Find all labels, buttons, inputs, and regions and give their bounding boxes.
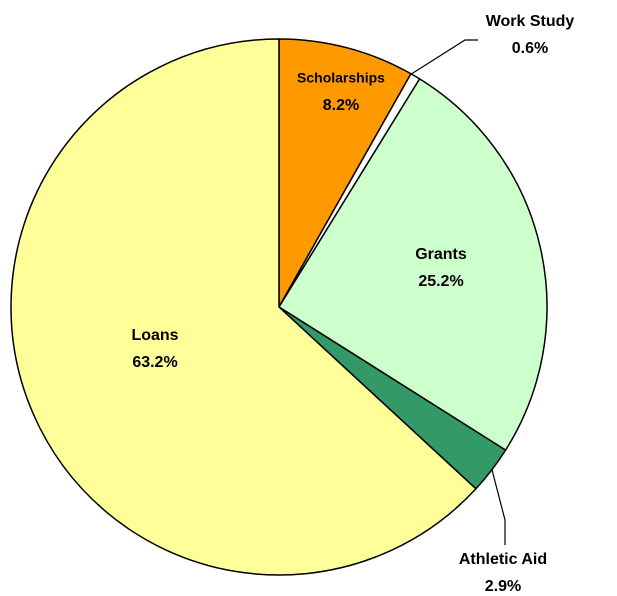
slice-label: Scholarships (297, 70, 385, 86)
pie-slice (10, 38, 477, 576)
slice-label: Work Study (486, 13, 575, 30)
slice-value: 25.2% (418, 273, 463, 290)
pie-slice (278, 38, 412, 310)
slice-label: Athletic Aid (459, 551, 547, 568)
slice-value: 8.2% (323, 97, 359, 114)
slice-label: Loans (131, 327, 178, 344)
slice-value: 63.2% (132, 354, 177, 371)
slice-value: 2.9% (485, 578, 521, 595)
leader-line (404, 39, 478, 79)
slice-label: Grants (415, 246, 467, 263)
leader-line (489, 461, 506, 545)
slice-value: 0.6% (512, 40, 548, 57)
pie-slice (277, 77, 548, 452)
